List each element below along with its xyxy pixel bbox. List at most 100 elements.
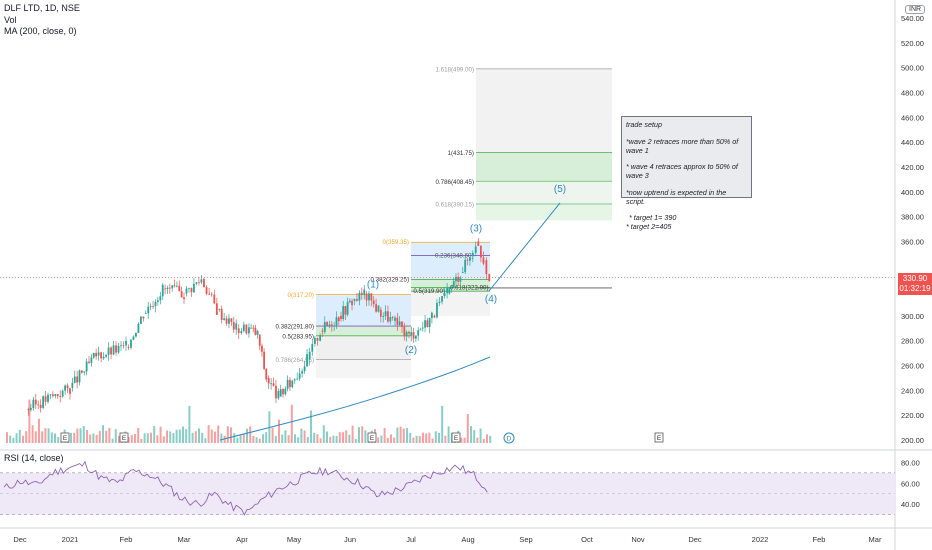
fib-w1-zone-bottom <box>316 359 411 378</box>
candle-body <box>223 318 226 320</box>
candle-body <box>452 281 455 288</box>
volume-bar <box>338 432 341 443</box>
volume-bar <box>377 437 380 443</box>
candle-body <box>419 329 422 331</box>
candle-body <box>358 292 361 301</box>
volume-bar <box>246 428 248 443</box>
x-tick-label: Dec <box>13 535 27 544</box>
volume-bar <box>159 426 162 443</box>
volume-bar <box>76 428 79 443</box>
candle-body <box>311 343 314 352</box>
fib-ext-zone-top <box>476 68 612 153</box>
volume-bar <box>447 426 450 443</box>
fib-w3-zone-grey <box>411 291 490 316</box>
candle-body <box>245 324 248 334</box>
volume-bar <box>287 435 290 443</box>
candle-body <box>316 337 319 341</box>
volume-bar <box>47 428 50 443</box>
fib-w1-level-label: 0.786(264.95) <box>275 357 314 364</box>
y-tick-label: 500.00 <box>901 64 924 73</box>
volume-bar <box>54 433 56 443</box>
fib-ext-level-label: 0.786(408.45) <box>435 179 474 186</box>
volume-bar <box>313 432 316 443</box>
candle-body <box>71 382 74 388</box>
candle-body <box>455 276 457 282</box>
note-line-3: *now uptrend is expected in the script. <box>626 187 727 206</box>
candle-body <box>289 379 291 388</box>
volume-bar <box>18 429 21 443</box>
candle-body <box>237 328 240 334</box>
volume-bar <box>188 405 191 443</box>
candle-body <box>348 300 351 303</box>
volume-bar <box>108 427 111 443</box>
candle-body <box>220 308 223 320</box>
candle-body <box>391 317 394 318</box>
note-line-2: * wave 4 retraces approx to 50% of wave … <box>626 162 738 180</box>
fib-w1-level-label: 0(317.20) <box>288 292 315 299</box>
candle-body <box>368 293 370 301</box>
candle-body <box>417 330 420 336</box>
volume-bar <box>470 426 472 443</box>
candle-body <box>252 327 255 329</box>
volume-bar <box>294 434 296 443</box>
volume-bar <box>486 434 488 443</box>
candle-body <box>375 304 377 312</box>
volume-bar <box>348 434 351 443</box>
volume-bar <box>102 425 104 443</box>
volume-label[interactable]: Vol <box>4 14 17 25</box>
trade-setup-note[interactable]: trade setup *wave 2 retraces more than 5… <box>621 116 752 231</box>
volume-bar <box>249 426 252 443</box>
volume-bar <box>380 435 383 443</box>
volume-bar <box>425 433 428 443</box>
candle-body <box>428 317 431 328</box>
rsi-legend[interactable]: RSI (14, close) <box>4 453 64 463</box>
x-tick-label: Mar <box>869 535 882 544</box>
candle-body <box>340 315 342 319</box>
candle-body <box>303 366 306 372</box>
volume-bar <box>284 430 287 443</box>
wave-label: (2) <box>405 345 417 356</box>
volume-bar <box>258 438 261 443</box>
candle-body <box>256 331 259 335</box>
volume-bar <box>418 436 421 443</box>
last-price-tag: 330.90 01:32:19 <box>898 273 932 295</box>
volume-bar <box>463 437 466 443</box>
candle-body <box>401 321 403 328</box>
volume-bar <box>345 430 348 443</box>
candle-body <box>152 306 154 307</box>
ma-label[interactable]: MA (200, close, 0) <box>4 26 77 36</box>
candle-body <box>286 379 289 389</box>
candle-body <box>228 318 230 324</box>
fib-w1-zone-green <box>316 326 411 336</box>
candle-body <box>193 283 195 293</box>
candle-body <box>412 332 415 339</box>
y-tick-label: 260.00 <box>901 362 924 371</box>
candle-body <box>431 312 433 318</box>
candle-body <box>448 287 451 294</box>
volume-bar <box>399 426 402 443</box>
x-tick-label: 2022 <box>752 535 769 544</box>
candle-body <box>384 311 387 317</box>
y-tick-label: 480.00 <box>901 88 924 97</box>
volume-bar <box>278 419 280 443</box>
candle-body <box>433 315 436 318</box>
volume-bar <box>412 437 415 443</box>
x-tick-label: Aug <box>461 535 474 544</box>
candle-body <box>379 309 382 317</box>
candle-body <box>64 385 67 391</box>
candle-body <box>157 300 159 302</box>
volume-bar <box>182 426 184 443</box>
currency-badge[interactable]: INR <box>905 5 926 14</box>
volume-bar <box>332 435 335 443</box>
earnings-marker-label: E <box>63 435 68 442</box>
volume-bar <box>150 432 152 443</box>
symbol-label[interactable]: DLF LTD, 1D, NSE <box>4 3 80 13</box>
candle-body <box>351 300 353 306</box>
volume-bar <box>466 414 469 443</box>
candle-body <box>130 339 132 348</box>
volume-bar <box>316 434 319 443</box>
dividend-marker <box>503 432 515 444</box>
candle-body <box>76 376 79 383</box>
volume-bar <box>201 432 204 443</box>
candle-body <box>248 327 250 334</box>
